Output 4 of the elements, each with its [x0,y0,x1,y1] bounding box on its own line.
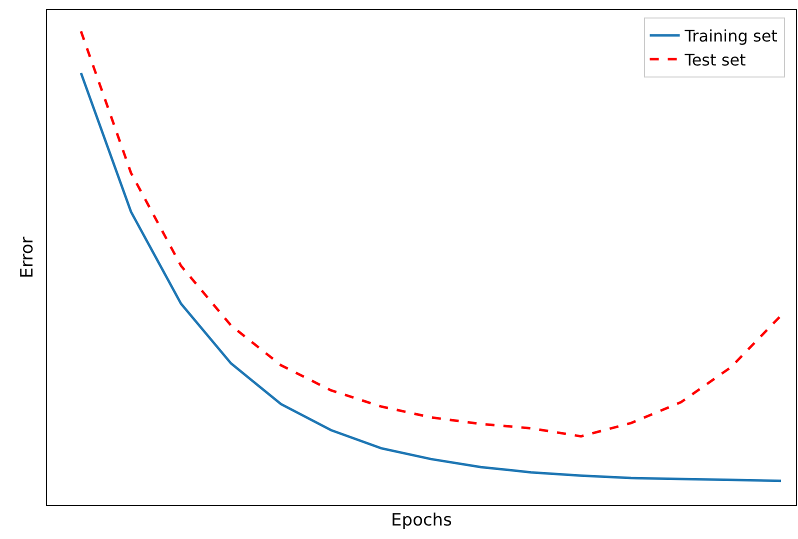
legend-label: Training set [684,26,778,46]
x-axis-title: Epochs [391,510,452,530]
legend-label: Test set [684,50,746,70]
y-axis-title: Error [17,236,38,278]
